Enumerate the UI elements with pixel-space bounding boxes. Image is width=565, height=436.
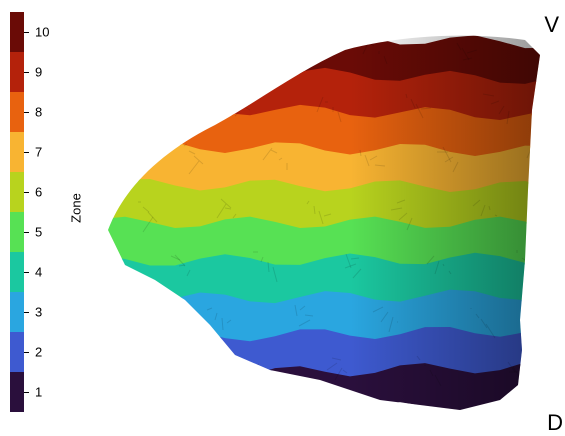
colorbar-swatch-6 [10,172,24,212]
tick-mark [24,151,29,153]
mesh-facet [212,56,222,63]
tick-label: 8 [35,104,43,119]
mesh-facet [258,370,268,375]
colorbar-swatch-10 [10,12,24,52]
ventral-label: V [544,12,559,37]
mesh-facet [175,373,178,389]
mesh-facet [534,153,537,169]
colorbar-swatch-2 [10,332,24,372]
mesh-facet [285,43,296,49]
mesh-facet [196,41,199,53]
mesh-facet [110,157,114,160]
mesh-facet [124,313,135,317]
tick-label: 10 [35,24,50,39]
mesh-facet [123,305,132,315]
tick-label: 3 [35,304,43,319]
zone-colorbar [10,12,24,412]
dorsal-label: D [547,410,563,435]
tick-mark [24,271,29,273]
tick-label: 9 [35,64,43,79]
mesh-facet [202,46,206,63]
mesh-facet [280,48,292,59]
mesh-facet [142,92,148,101]
mesh-facet [296,57,302,60]
mesh-facet [108,35,111,41]
mesh-facet [108,44,116,47]
tick-label: 2 [35,344,43,359]
mesh-facet [161,107,168,111]
colorbar-swatch-7 [10,132,24,172]
mesh-facet [239,99,250,107]
tick-label: 6 [35,184,43,199]
tick-mark [24,191,29,193]
colorbar-title: Zone [68,193,84,223]
mesh-facet [252,375,265,385]
mesh-facet [531,267,540,281]
tick-label: 5 [35,224,43,239]
mesh-facet [122,54,126,67]
mesh-facet [128,310,140,325]
colorbar-swatch-1 [10,372,24,412]
colorbar-swatch-9 [10,52,24,92]
colorbar-ticks: 10 9 8 7 6 5 4 3 2 1 [24,12,64,412]
tick-mark [24,71,29,73]
colorbar-swatch-8 [10,92,24,132]
mesh-facet [115,163,122,169]
mesh-facet [152,357,162,360]
mesh-facet [156,99,160,104]
tick-label: 4 [35,264,43,279]
mesh-facet [150,97,153,111]
tick-label: 7 [35,144,43,159]
mesh-facet [160,363,167,369]
mesh-facet [234,94,242,97]
colorbar-swatch-5 [10,212,24,252]
mesh-facet [132,320,140,325]
tick-mark [24,351,29,353]
mesh-facet [114,49,121,57]
colorbar-swatch-3 [10,292,24,332]
tick-mark [24,311,29,313]
tick-mark [24,31,29,33]
mesh-facet [288,53,297,69]
colorbar-swatch-4 [10,252,24,292]
mesh-facet [168,368,172,379]
tick-mark [24,231,29,233]
tick-label: 1 [35,384,43,399]
mesh-facet [248,360,252,375]
tick-mark [24,111,29,113]
mesh-facet [526,262,534,271]
tick-mark [24,391,29,393]
